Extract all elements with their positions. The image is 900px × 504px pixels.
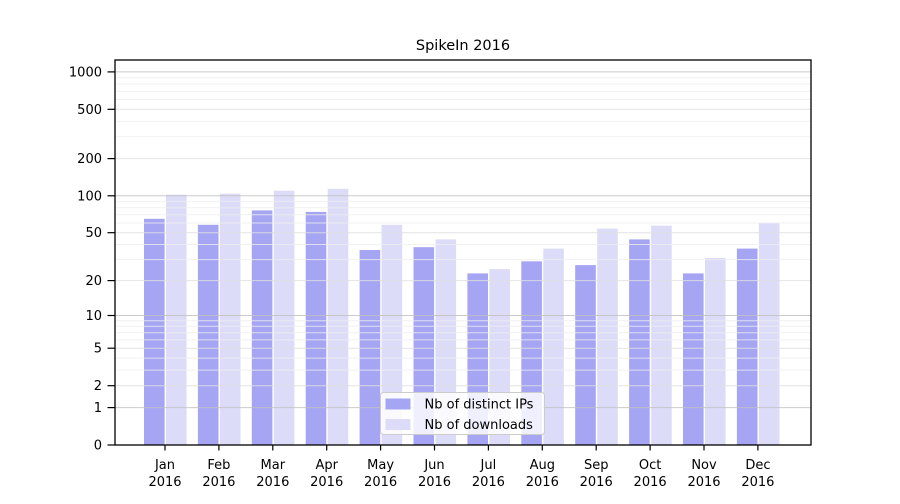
legend-swatch xyxy=(385,419,411,430)
x-tick-label-month: Dec xyxy=(745,458,770,473)
bar-downloads xyxy=(758,223,780,445)
bar-distinct-ips xyxy=(305,211,327,445)
y-tick-label: 10 xyxy=(85,309,102,324)
y-tick-label: 1 xyxy=(94,401,102,416)
bar-distinct-ips xyxy=(359,250,381,445)
x-tick-label-month: May xyxy=(367,458,394,473)
bar-distinct-ips xyxy=(144,218,165,445)
x-tick-label: Dec 2016 xyxy=(741,458,774,490)
x-tick-label-year: 2016 xyxy=(687,475,720,490)
bar-downloads xyxy=(166,194,187,445)
axis-frame xyxy=(114,59,812,446)
x-tick-label-month: Jul xyxy=(480,458,497,473)
x-tick-label-month: Sep xyxy=(584,458,609,473)
x-tick-label-year: 2016 xyxy=(472,475,505,490)
bar-downloads xyxy=(219,193,241,445)
bar-downloads xyxy=(327,188,349,446)
y-tick-label: 5 xyxy=(94,342,102,357)
x-tick-label: May 2016 xyxy=(364,458,397,490)
bar-distinct-ips xyxy=(736,248,758,445)
x-tick-label-year: 2016 xyxy=(364,475,397,490)
chart-title: SpikeIn 2016 xyxy=(416,38,510,54)
gridlines-group xyxy=(115,71,811,409)
x-tick-label: Jul 2016 xyxy=(472,458,505,490)
x-tick-label-year: 2016 xyxy=(418,475,451,490)
x-tick-label-year: 2016 xyxy=(741,475,774,490)
x-tick-label-year: 2016 xyxy=(526,475,559,490)
x-tick-label: Jan 2016 xyxy=(148,458,181,490)
bar-downloads xyxy=(597,228,618,445)
x-tick-label-year: 2016 xyxy=(148,475,181,490)
legend: Nb of distinct IPs Nb of downloads xyxy=(380,392,545,435)
bar-downloads xyxy=(705,257,726,445)
y-tick-label: 200 xyxy=(77,152,102,167)
x-tick-label-month: Jan xyxy=(154,458,175,473)
x-tick-label: Oct 2016 xyxy=(634,458,667,490)
x-tick-label-year: 2016 xyxy=(202,475,235,490)
bar-distinct-ips xyxy=(629,239,650,445)
bar-distinct-ips xyxy=(575,265,596,445)
y-axis: 0 1 2 5 10 20 50 100 200 500 1000 xyxy=(69,65,115,454)
bar-distinct-ips xyxy=(197,224,219,445)
bar-distinct-ips xyxy=(683,273,704,445)
x-tick-label-month: Aug xyxy=(530,458,555,473)
legend-label: Nb of distinct IPs xyxy=(425,398,534,413)
x-tick-label: Feb 2016 xyxy=(202,458,235,490)
legend-box xyxy=(380,392,545,435)
y-tick-label: 2 xyxy=(94,379,102,394)
x-tick-label-month: Apr xyxy=(315,458,338,473)
y-tick-label: 500 xyxy=(77,103,102,118)
y-tick-label: 100 xyxy=(77,189,102,204)
x-tick-label-month: Jun xyxy=(423,458,444,473)
y-tick-label: 20 xyxy=(85,274,102,289)
x-tick-label-month: Feb xyxy=(207,458,230,473)
bar-downloads xyxy=(381,224,403,445)
x-tick-label-month: Nov xyxy=(691,458,717,473)
legend-swatch xyxy=(385,398,411,410)
bar-downloads xyxy=(651,225,672,445)
y-tick-label: 0 xyxy=(94,439,102,454)
x-tick-label: Sep 2016 xyxy=(580,458,613,490)
x-tick-label-year: 2016 xyxy=(310,475,343,490)
x-tick-label-year: 2016 xyxy=(634,475,667,490)
bar-downloads xyxy=(273,190,295,445)
bar-distinct-ips xyxy=(251,210,273,445)
x-tick-label-year: 2016 xyxy=(580,475,613,490)
y-tick-label: 50 xyxy=(85,226,102,241)
x-tick-label-month: Mar xyxy=(261,458,286,473)
x-axis: Jan 2016 Feb 2016 Mar 2016 Apr 2016 May 2016 Jun 20… xyxy=(148,445,774,490)
bar-downloads xyxy=(543,248,564,445)
y-tick-label: 1000 xyxy=(69,65,102,80)
x-tick-label-year: 2016 xyxy=(256,475,289,490)
legend-label: Nb of downloads xyxy=(425,418,534,433)
x-tick-label: Mar 2016 xyxy=(256,458,289,490)
x-tick-label: Nov 2016 xyxy=(687,458,720,490)
x-tick-label: Apr 2016 xyxy=(310,458,343,490)
x-tick-label: Jun 2016 xyxy=(418,458,451,490)
x-tick-label-month: Oct xyxy=(639,458,661,473)
x-tick-label: Aug 2016 xyxy=(526,458,559,490)
